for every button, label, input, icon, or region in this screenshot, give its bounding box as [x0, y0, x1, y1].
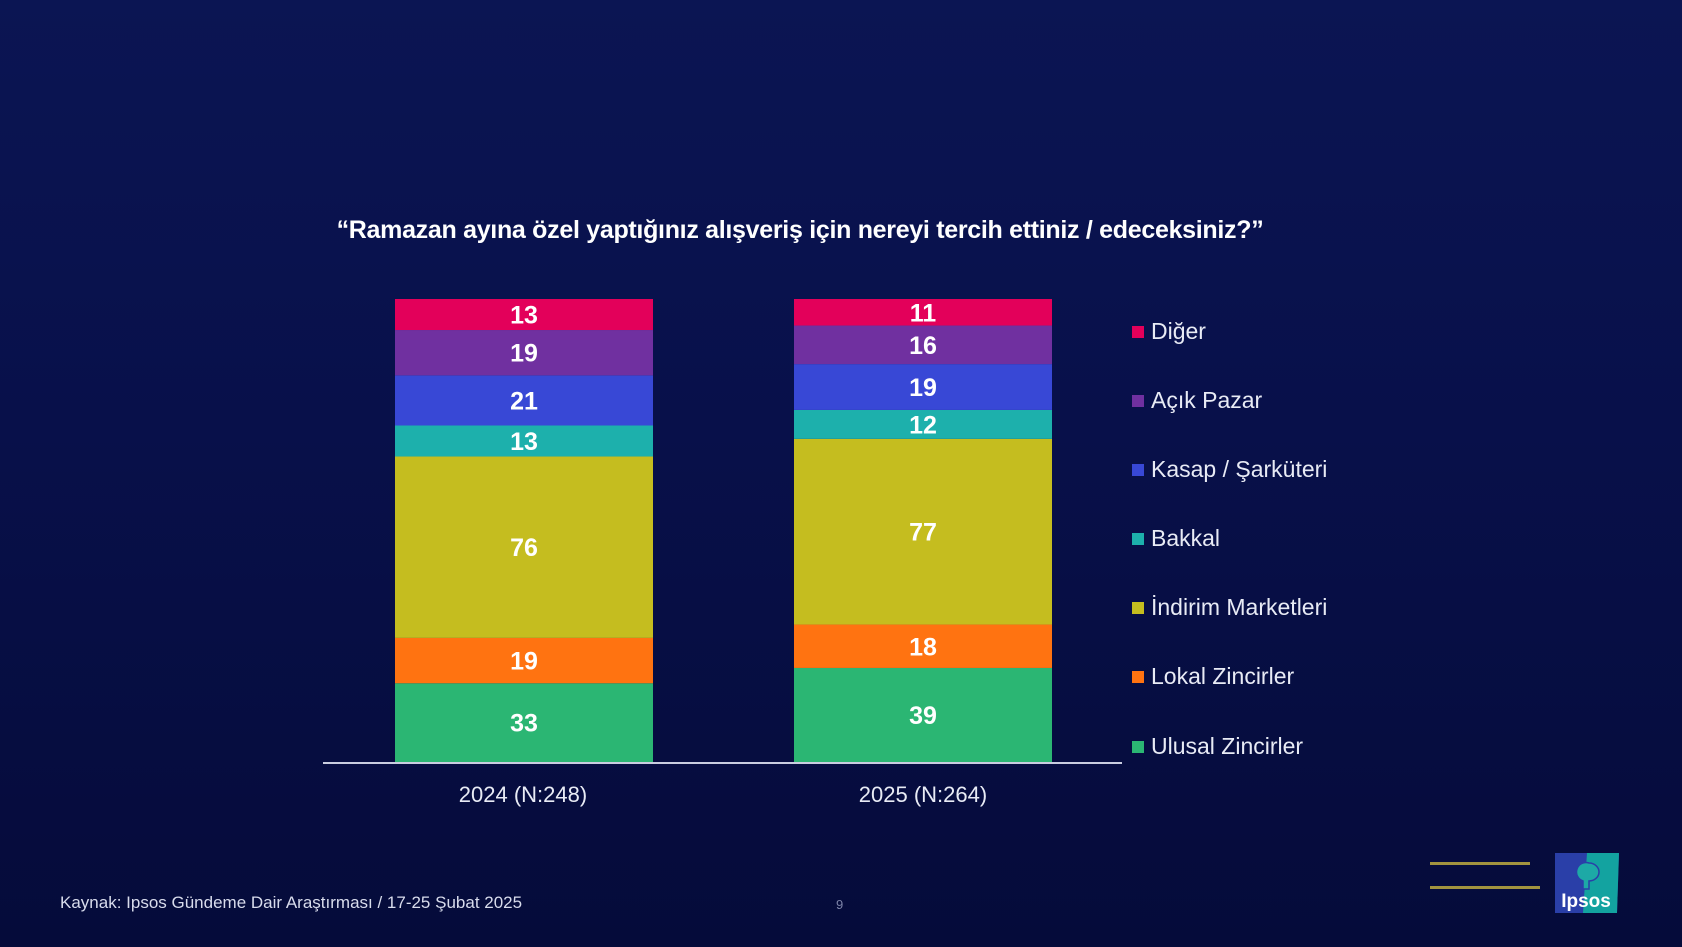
bar-segment [794, 299, 1052, 326]
data-label: 13 [510, 428, 538, 456]
data-label: 13 [510, 302, 538, 330]
bar-segment [395, 299, 653, 331]
data-label: 39 [909, 702, 937, 730]
bar-segment [395, 425, 653, 457]
legend-label: Diğer [1151, 318, 1206, 344]
data-label: 21 [510, 387, 538, 415]
bar-segment [794, 667, 1052, 762]
chart-title: “Ramazan ayına özel yaptığınız alışveriş… [336, 216, 1264, 244]
bar-segment [794, 624, 1052, 668]
data-label: 11 [910, 299, 937, 327]
legend-item: Diğer [1132, 318, 1206, 345]
legend-item: Lokal Zincirler [1132, 663, 1294, 690]
bar-segment [794, 325, 1052, 365]
x-tick-label-2025: 2025 (N:264) [858, 782, 988, 807]
legend-label: Bakkal [1151, 525, 1221, 551]
bar-segment [395, 375, 653, 426]
bar-segment [395, 456, 653, 638]
bar-segment [395, 637, 653, 684]
legend-swatch [1132, 740, 1144, 753]
bar-segment [395, 330, 653, 376]
legend-item: İndirim Marketleri [1132, 594, 1327, 621]
legend-swatch [1132, 532, 1144, 545]
source-note: Kaynak: Ipsos Gündeme Dair Araştırması /… [60, 893, 523, 912]
bar-segment [395, 683, 653, 762]
legend-item: Açık Pazar [1132, 387, 1262, 414]
legend-swatch [1132, 601, 1144, 614]
legend-item: Kasap / Şarküteri [1132, 456, 1327, 483]
logo-fineprint-line [1430, 862, 1530, 865]
data-label: 18 [909, 633, 937, 661]
data-label: 33 [510, 710, 538, 738]
legend-label: Açık Pazar [1151, 387, 1263, 413]
x-tick-label-2024: 2024 (N:248) [458, 782, 588, 807]
data-label: 19 [510, 340, 538, 368]
data-label: 77 [909, 519, 937, 547]
legend-swatch [1132, 325, 1144, 338]
data-label: 76 [510, 534, 538, 562]
bar-segment [794, 438, 1052, 625]
bar-segment [794, 364, 1052, 410]
data-label: 19 [909, 374, 937, 402]
legend-swatch [1132, 670, 1144, 683]
legend-swatch [1132, 394, 1144, 407]
data-label: 19 [510, 648, 538, 676]
legend-label: İndirim Marketleri [1151, 594, 1328, 620]
bar-segment [794, 409, 1052, 439]
logo-fineprint-line [1430, 886, 1540, 889]
legend-label: Lokal Zincirler [1151, 663, 1295, 689]
legend-swatch [1132, 463, 1144, 476]
ipsos-logo: Ipsos [1555, 853, 1619, 913]
svg-text:Ipsos: Ipsos [1561, 891, 1611, 912]
data-label: 12 [909, 411, 937, 439]
legend-item: Bakkal [1132, 525, 1220, 552]
legend-label: Kasap / Şarküteri [1151, 456, 1328, 482]
legend-label: Ulusal Zincirler [1151, 733, 1304, 759]
legend-item: Ulusal Zincirler [1132, 733, 1303, 760]
data-label: 16 [909, 332, 937, 360]
page-number: 9 [836, 897, 844, 912]
